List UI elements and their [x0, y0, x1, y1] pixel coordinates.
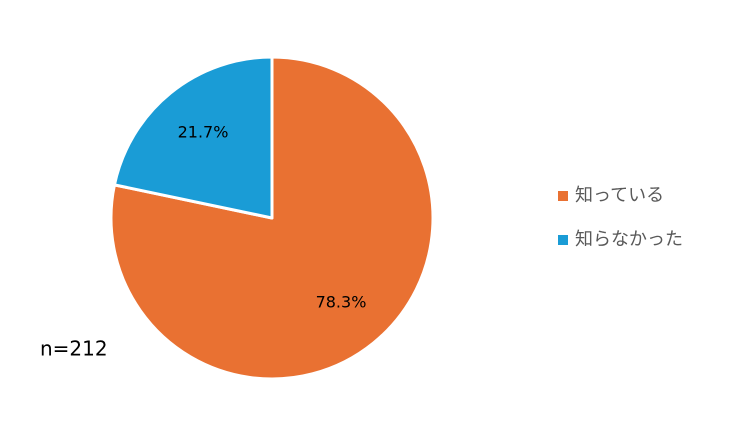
legend-swatch: [558, 235, 568, 245]
legend-label: 知らなかった: [575, 229, 683, 250]
data-label: 21.7%: [178, 122, 229, 141]
legend-swatch: [558, 191, 568, 201]
legend-label: 知っている: [575, 185, 664, 206]
data-label: 78.3%: [316, 293, 367, 312]
annotation: n=212: [40, 337, 108, 361]
pie-slice: [112, 55, 274, 220]
